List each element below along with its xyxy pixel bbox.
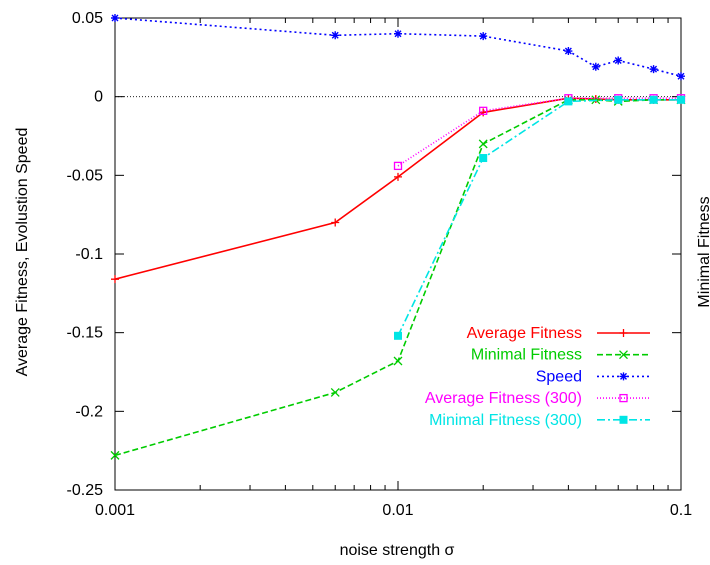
y-tick-label: -0.05 bbox=[67, 167, 104, 184]
y-tick-label: -0.15 bbox=[67, 325, 104, 342]
data-point-square-filled bbox=[564, 97, 573, 106]
data-point-cross bbox=[619, 350, 628, 360]
axis-ticks: 0.05 0 -0.05 -0.1 -0.15 -0.2 -0.25 0.001 0.01 0.1 bbox=[67, 10, 693, 519]
data-point-square bbox=[479, 106, 488, 115]
data-point-cross bbox=[478, 139, 488, 149]
y-tick-label: 0.05 bbox=[72, 10, 103, 27]
data-point-square-filled bbox=[619, 415, 628, 424]
data-point-square-filled bbox=[394, 331, 402, 340]
series-4 bbox=[393, 94, 686, 171]
data-point-star bbox=[649, 65, 658, 74]
data-point-square bbox=[619, 393, 628, 403]
data-point-square-filled bbox=[479, 154, 488, 163]
legend-label: Minimal Fitness (300) bbox=[429, 412, 582, 429]
legend: Average Fitness Minimal Fitness Speed Avera… bbox=[425, 325, 650, 429]
series-2 bbox=[110, 95, 686, 460]
data-point-cross bbox=[393, 356, 403, 366]
data-point-star bbox=[591, 62, 600, 71]
legend-label: Speed bbox=[536, 368, 582, 385]
y-tick-label: -0.25 bbox=[67, 482, 104, 499]
x-tick-label: 0.1 bbox=[670, 502, 692, 519]
y-axis-title: Average Fitness, Evolustion Speed bbox=[14, 128, 31, 377]
data-point-star bbox=[619, 372, 628, 381]
series-line bbox=[114, 97, 681, 280]
data-point-square bbox=[393, 161, 403, 171]
y2-axis-title: Minimal Fitness bbox=[696, 196, 710, 307]
y-tick-label: 0 bbox=[94, 89, 103, 106]
legend-label: Average Fitness bbox=[467, 325, 582, 342]
legend-label: Minimal Fitness bbox=[471, 347, 582, 364]
plot-frame bbox=[114, 17, 682, 491]
plot-border bbox=[114, 17, 682, 491]
data-point-star bbox=[331, 31, 340, 40]
y-tick-label: -0.2 bbox=[75, 403, 103, 420]
data-point-square-filled bbox=[677, 95, 685, 104]
series-3 bbox=[111, 14, 685, 81]
legend-label: Average Fitness (300) bbox=[425, 390, 582, 407]
data-point-plus bbox=[111, 275, 119, 284]
x-axis-title: noise strength σ bbox=[340, 542, 455, 559]
data-point-plus bbox=[331, 218, 340, 227]
data-point-square-filled bbox=[614, 95, 623, 104]
series-5 bbox=[394, 95, 685, 340]
data-point-plus bbox=[619, 329, 628, 337]
data-point-star bbox=[111, 14, 119, 22]
data-point-cross bbox=[110, 450, 120, 460]
series-1 bbox=[111, 94, 685, 284]
data-point-cross bbox=[330, 387, 340, 397]
x-tick-label: 0.01 bbox=[382, 502, 413, 519]
series-layer bbox=[110, 14, 686, 460]
series-line bbox=[397, 97, 681, 167]
data-point-square-filled bbox=[649, 95, 658, 104]
data-point-star bbox=[564, 47, 573, 56]
y-tick-label: -0.1 bbox=[75, 246, 103, 263]
data-point-star bbox=[394, 29, 402, 38]
data-point-star bbox=[479, 32, 488, 41]
series-line bbox=[397, 99, 681, 337]
x-tick-label: 0.001 bbox=[95, 502, 135, 519]
data-point-plus bbox=[394, 172, 402, 181]
data-point-star bbox=[677, 72, 685, 81]
data-point-plus bbox=[479, 108, 488, 117]
series-line bbox=[114, 99, 681, 457]
data-point-star bbox=[614, 56, 623, 65]
